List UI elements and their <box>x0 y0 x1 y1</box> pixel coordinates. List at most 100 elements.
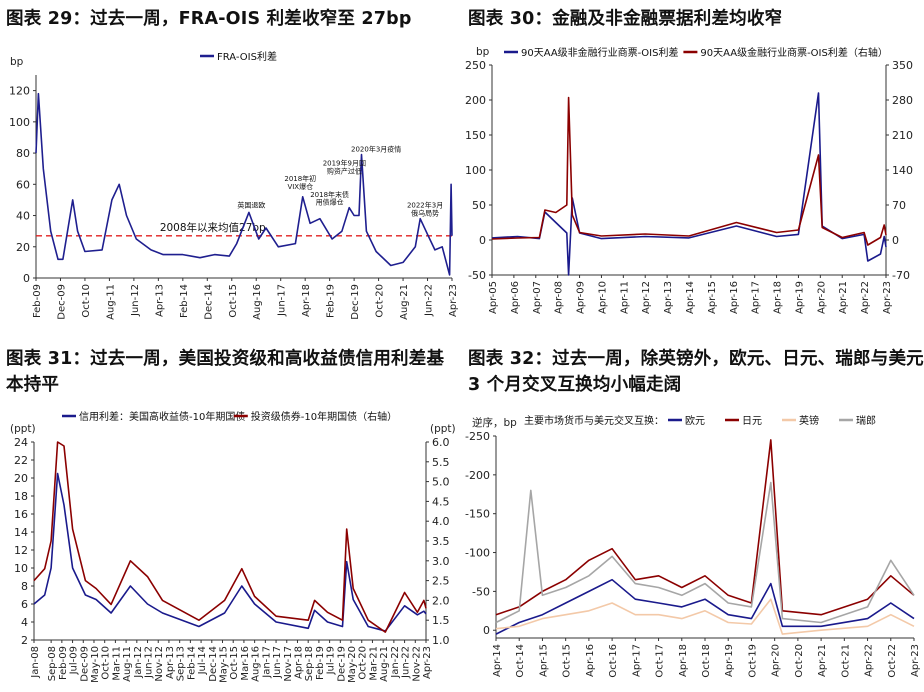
x-tick-label: Oct-21 <box>840 644 851 678</box>
x-tick-label: Apr-13 <box>663 281 674 314</box>
y2-tick-label: 0 <box>892 234 899 247</box>
annotation: 2018年末债 <box>310 190 349 199</box>
y2-tick-label: 1.5 <box>432 614 450 627</box>
y2-tick-label: -70 <box>892 269 910 282</box>
legend-label: 90天AA级金融行业商票-OIS利差（右轴） <box>700 46 887 59</box>
series-line-3 <box>495 598 915 635</box>
x-tick-label: Apr-05 <box>488 281 499 314</box>
legend-label: 欧元 <box>685 415 705 427</box>
y-tick-label: -200 <box>465 469 490 482</box>
x-tick-label: Dec-19 <box>350 284 361 320</box>
x-tick-label: Apr-18 <box>773 281 784 314</box>
y2-tick-label: 280 <box>892 94 913 107</box>
x-tick-label: Apr-08 <box>554 281 565 314</box>
x-tick-label: Apr-21 <box>838 281 849 314</box>
x-tick-label: Oct-20 <box>358 646 369 680</box>
x-tick-label: Apr-23 <box>910 644 921 677</box>
series-line-2 <box>33 441 427 633</box>
x-tick-label: Aug-11 <box>122 646 133 682</box>
y-tick-label: 2 <box>21 634 28 647</box>
y2-tick-label: 5.5 <box>432 456 450 469</box>
x-tick-label: Jan-12 <box>133 646 144 679</box>
x-tick-label: Apr-18 <box>678 644 689 677</box>
legend-label: 英镑 <box>799 414 819 427</box>
y-tick-label: 24 <box>14 436 28 449</box>
x-tick-label: Dec-09 <box>79 646 90 682</box>
y-unit-label: bp <box>10 56 24 68</box>
annotation: VIX爆仓 <box>287 182 313 191</box>
x-tick-label: Apr-14 <box>685 281 696 314</box>
chart-title-30: 图表 30：金融及非金融票据利差均收窄 <box>468 9 783 29</box>
y-tick-label: 14 <box>14 526 28 539</box>
annotation: 购资产过低 <box>327 166 362 175</box>
x-tick-label: Apr-15 <box>707 281 718 314</box>
x-tick-label: May-20 <box>347 646 358 683</box>
y-tick-label: 22 <box>14 454 28 467</box>
y-tick-label: 100 <box>9 116 30 129</box>
annotation: 2022年3月 <box>407 201 443 210</box>
legend-label: FRA-OIS利差 <box>217 50 277 63</box>
x-tick-label: Apr-13 <box>165 646 176 679</box>
y2-tick-label: 5.0 <box>432 476 450 489</box>
legend-label: 信用利差：美国高收益债-10年期国债 <box>79 410 245 423</box>
legend-label: 投资级债券-10年期国债（右轴） <box>251 410 397 423</box>
x-tick-label: Oct-17 <box>655 644 666 678</box>
y-unit-label: (ppt) <box>10 423 36 435</box>
x-tick-label: Jun-17 <box>277 284 288 317</box>
y-tick-label: 0 <box>483 624 490 637</box>
x-tick-label: Aug-11 <box>105 284 116 320</box>
x-tick-label: Dec-19 <box>336 646 347 682</box>
y-tick-label: -100 <box>465 547 490 560</box>
x-tick-label: Jan-22 <box>390 646 401 679</box>
y-tick-label: 0 <box>23 272 30 285</box>
x-tick-label: Nov-22 <box>411 646 422 682</box>
x-tick-label: Apr-21 <box>817 644 828 677</box>
x-tick-label: Apr-16 <box>585 644 596 677</box>
y-tick-label: 200 <box>465 94 486 107</box>
y-unit-label: 逆序，bp <box>472 416 517 429</box>
x-tick-label: Apr-12 <box>641 281 652 314</box>
y2-tick-label: 6.0 <box>432 436 450 449</box>
annotation: 英国退欧 <box>237 201 265 210</box>
x-tick-label: Apr-18 <box>301 284 312 317</box>
chart-fra-ois: 0 20 40 60 80 100 120 Feb-09 Dec-09 Oct-10 Aug-11 J… <box>9 50 459 320</box>
x-tick-label: Oct-20 <box>794 644 805 678</box>
x-tick-label: Oct-15 <box>562 644 573 678</box>
x-tick-label: Jan-17 <box>261 646 272 679</box>
x-tick-label: Feb-14 <box>186 646 197 680</box>
chart-title-32-line2: 3 个月交叉互换均小幅走阔 <box>468 375 682 395</box>
x-tick-label: Jun-12 <box>130 284 141 317</box>
y-tick-label: 4 <box>21 616 28 629</box>
y-tick-label: 6 <box>21 598 28 611</box>
x-tick-label: Mar-21 <box>368 646 379 681</box>
x-tick-label: Oct-16 <box>608 644 619 678</box>
x-tick-label: Feb-09 <box>32 284 43 318</box>
series-line-2 <box>495 439 915 616</box>
x-tick-label: Dec-14 <box>208 646 219 682</box>
x-tick-label: Jan-08 <box>30 646 41 679</box>
legend-title: 主要市场货币与美元交叉互换： <box>524 414 664 427</box>
y-tick-label: 0 <box>479 234 486 247</box>
chart-title-29: 图表 29：过去一周，FRA-OIS 利差收窄至 27bp <box>6 9 412 29</box>
x-tick-label: Apr-14 <box>492 644 503 677</box>
x-tick-label: May-15 <box>219 646 230 683</box>
series-line-1 <box>495 578 915 635</box>
x-tick-label: Apr-19 <box>794 281 805 314</box>
x-tick-label: Mar-16 <box>240 646 251 681</box>
x-tick-label: Apr-07 <box>532 281 543 314</box>
x-tick-label: Sep-18 <box>304 646 315 681</box>
x-tick-label: Apr-06 <box>510 281 521 314</box>
y-tick-label: 12 <box>14 544 28 557</box>
x-tick-label: Aug-21 <box>399 284 410 320</box>
x-tick-label: Jun-22 <box>424 284 435 317</box>
y2-tick-label: 3.5 <box>432 535 450 548</box>
x-tick-label: Apr-23 <box>422 646 433 679</box>
x-tick-label: Aug-16 <box>251 646 262 682</box>
x-tick-label: Apr-23 <box>882 281 893 314</box>
x-tick-label: Apr-17 <box>751 281 762 314</box>
y-tick-label: 40 <box>16 210 30 223</box>
y2-tick-label: 4.5 <box>432 495 450 508</box>
y2-tick-label: 3.0 <box>432 555 450 568</box>
x-tick-label: Apr-20 <box>771 644 782 677</box>
y2-tick-label: 210 <box>892 129 913 142</box>
